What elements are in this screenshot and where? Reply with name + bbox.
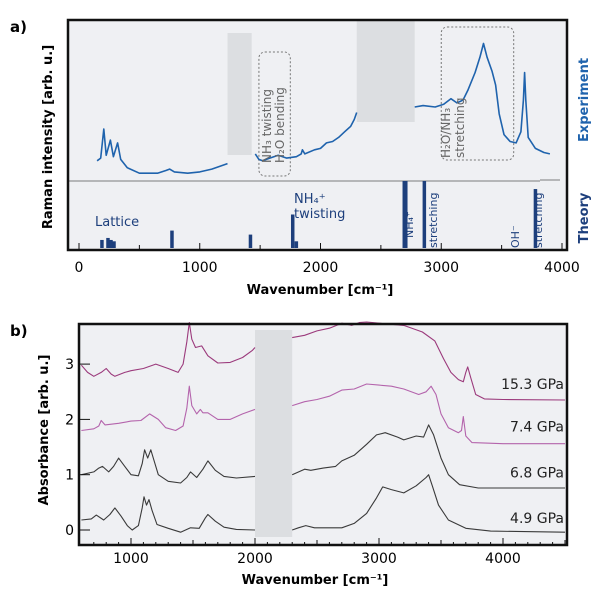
label-oh-ion: OH⁻ [509, 225, 522, 248]
theory-stick [248, 234, 253, 248]
panel-a-xlabel: Wavenumber [cm⁻¹] [247, 283, 394, 298]
series-curve-6-8-GPa [81, 449, 256, 484]
theory-stick [109, 239, 113, 248]
theory-stick [422, 181, 427, 248]
series-label: 7.4 GPa [510, 420, 564, 436]
series-curve-6-8-GPa [291, 424, 565, 489]
panel-a-label: a) [10, 18, 27, 36]
annotation-stretching: stretching [453, 98, 467, 158]
label-nh4-twist: twisting [294, 207, 345, 222]
series-label: 15.3 GPa [501, 377, 564, 393]
panel-a-ylabel: Raman intensity [arb. u.] [41, 45, 56, 229]
theory-stick [533, 189, 538, 248]
theory-stick [106, 237, 110, 248]
excluded-band [227, 33, 252, 155]
panel-a-plot-area [68, 20, 567, 250]
theory-stick [290, 214, 295, 248]
label-nh4-twist-ion: NH₄⁺ [294, 192, 326, 207]
y-tick-label: 0 [65, 523, 74, 539]
theory-stick [112, 241, 116, 248]
panel-b-xlabel: Wavenumber [cm⁻¹] [242, 573, 389, 588]
theory-stick [170, 230, 174, 248]
annotation-h2o-nh3: H₂O/NH₃ [439, 108, 453, 158]
annotation-nh3-twisting: NH₃ twisting [260, 89, 274, 163]
panel-b-ylabel: Absorbance [arb. u.] [37, 355, 52, 506]
side-label-experiment: Experiment [577, 58, 592, 142]
y-tick-label: 1 [65, 468, 74, 484]
excluded-band [356, 20, 415, 122]
series-curve-15-3-GPa [80, 322, 256, 377]
panel-a-frame [66, 18, 569, 252]
theory-stick [294, 241, 299, 248]
panel-b-plot-area [79, 324, 567, 545]
x-tick-label: 2000 [237, 551, 273, 567]
label-nh4-stretching-text: stretching [427, 193, 440, 248]
panel-b: b) 15.3 GPa 7.4 GPa 6.8 GPa 4.9 GPa 1000 200… [10, 321, 569, 588]
theory-stick [100, 239, 104, 248]
annotation-h2o-bending: H₂O bending [273, 87, 287, 163]
theory-stick [402, 181, 408, 248]
experiment-spectrum-segment [254, 112, 358, 162]
x-tick-label: 3000 [361, 551, 397, 567]
annotation-dashed-box [258, 51, 291, 177]
y-tick-label: 3 [65, 357, 74, 373]
panel-a: a) NH₃ twisting H₂O bending H₂O/NH₃ stre… [10, 18, 592, 298]
y-tick-label: 2 [65, 412, 74, 428]
experiment-spectrum-segment [414, 42, 551, 155]
panel-b-frame [77, 322, 569, 547]
x-tick-label: 1000 [113, 551, 149, 567]
x-tick-label: 3000 [423, 260, 459, 276]
x-tick-label: 4000 [544, 260, 580, 276]
x-tick-label: 1000 [182, 260, 218, 276]
side-label-theory: Theory [577, 192, 592, 243]
x-tick-label: 0 [75, 260, 84, 276]
x-tick-label: 4000 [485, 551, 521, 567]
series-curve-7-4-GPa [292, 383, 565, 445]
excluded-band [255, 330, 293, 537]
series-label: 6.8 GPa [510, 465, 564, 481]
series-curve-4-9-GPa [81, 496, 256, 533]
series-label: 4.9 GPa [510, 511, 564, 527]
x-tick-label: 2000 [303, 260, 339, 276]
label-lattice: Lattice [95, 215, 139, 230]
panel-b-label: b) [10, 322, 28, 340]
series-curve-4-9-GPa [292, 474, 566, 533]
label-oh-stretching: stretching [532, 193, 545, 248]
label-nh4-stretch-ion: NH₄⁺ [403, 211, 416, 238]
experiment-spectrum-segment [96, 128, 228, 174]
series-curve-7-4-GPa [81, 385, 256, 432]
annotation-dashed-box [440, 26, 515, 161]
